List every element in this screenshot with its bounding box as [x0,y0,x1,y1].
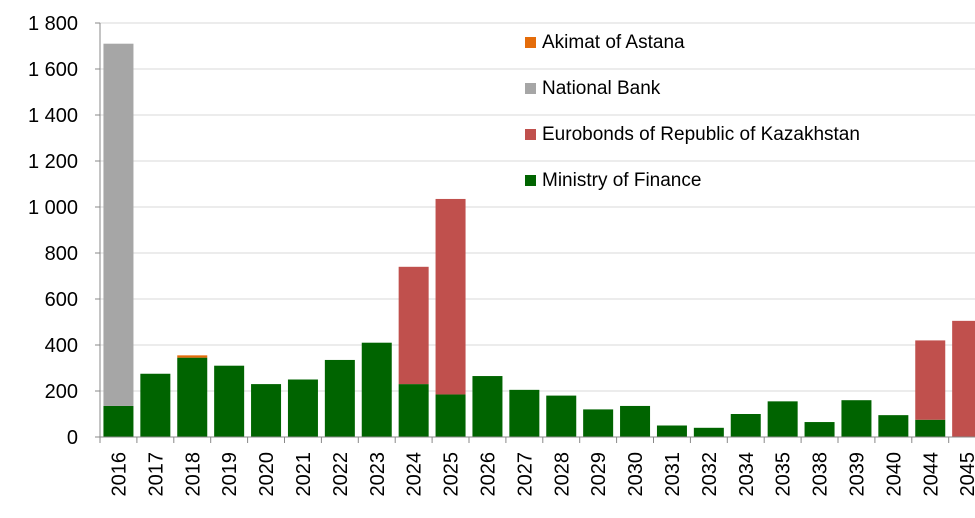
bar-ministry-of-finance-2019 [214,365,245,437]
bar-ministry-of-finance-2040 [878,415,909,437]
x-tick-label: 2021 [293,452,315,497]
x-tick-label: 2040 [883,452,905,497]
x-tick-label: 2034 [736,452,758,497]
legend-label-akimat-of-astana: Akimat of Astana [542,32,685,53]
bar-ministry-of-finance-2044 [915,419,946,437]
bar-ministry-of-finance-2027 [509,389,540,437]
y-tick-label: 400 [45,335,78,357]
x-tick-label: 2024 [404,452,426,497]
x-tick-label: 2027 [514,452,536,497]
bar-ministry-of-finance-2026 [472,376,503,437]
bar-ministry-of-finance-2021 [287,379,318,437]
bar-ministry-of-finance-2029 [583,409,614,437]
bar-eurobonds-of-republic-of-kazakhstan-2044 [915,340,946,420]
legend: Akimat of Astana National Bank Eurobonds o… [525,32,860,191]
x-tick-label: 2039 [846,452,868,497]
y-tick-label: 1 200 [28,151,78,173]
x-tick-label: 2038 [810,452,832,497]
y-tick-label: 800 [45,243,78,265]
bar-ministry-of-finance-2032 [693,427,724,437]
y-tick-label: 600 [45,289,78,311]
grid [100,22,975,392]
legend-label-national-bank: National Bank [542,78,661,99]
legend-swatch-ministry-of-finance [525,175,536,186]
bar-ministry-of-finance-2020 [251,384,282,437]
x-tick-label: 2045 [957,452,975,497]
x-tick-label: 2018 [182,452,204,497]
bar-ministry-of-finance-2039 [841,400,872,437]
bar-ministry-of-finance-2018 [177,357,208,437]
x-tick-label: 2031 [662,452,684,497]
axes [95,22,975,443]
y-tick-labels: 0 200 400 600 800 1 000 1 200 1 400 1 600 1 800 [28,13,78,449]
x-tick-label: 2044 [920,452,942,497]
y-tick-label: 0 [67,427,78,449]
bar-ministry-of-finance-2023 [361,342,392,437]
y-tick-label: 1 400 [28,105,78,127]
x-tick-label: 2022 [330,452,352,497]
bar-ministry-of-finance-2025 [435,394,466,437]
x-tick-label: 2026 [477,452,499,497]
bar-ministry-of-finance-2038 [804,422,835,437]
bar-ministry-of-finance-2022 [324,359,355,437]
y-tick-label: 1 600 [28,59,78,81]
bar-eurobonds-of-republic-of-kazakhstan-2025 [435,198,466,395]
x-tick-label: 2019 [219,452,241,497]
x-tick-label: 2020 [256,452,278,497]
bar-ministry-of-finance-2034 [730,414,761,437]
y-tick-label: 200 [45,381,78,403]
bar-ministry-of-finance-2016 [103,405,134,437]
bar-ministry-of-finance-2031 [656,425,687,437]
x-tick-label: 2016 [108,452,130,497]
legend-label-eurobonds-of-republic-of-kazakhstan: Eurobonds of Republic of Kazakhstan [542,124,860,145]
bar-akimat-of-astana-2018 [177,355,208,358]
x-tick-labels: 2016 2017 2018 2019 2020 2021 2022 2023 2024 2025… [108,452,975,497]
bar-ministry-of-finance-2017 [140,373,171,437]
legend-swatch-akimat-of-astana [525,37,536,48]
y-tick-label: 1 800 [28,13,78,35]
legend-swatch-eurobonds-of-republic-of-kazakhstan [525,129,536,140]
x-tick-label: 2028 [551,452,573,497]
bars [103,43,975,437]
y-tick-label: 1 000 [28,197,78,219]
x-tick-label: 2017 [145,452,167,497]
bar-ministry-of-finance-2028 [546,395,577,437]
bar-ministry-of-finance-2024 [398,384,429,437]
bar-eurobonds-of-republic-of-kazakhstan-2024 [398,266,429,385]
x-tick-label: 2025 [441,452,463,497]
x-tick-label: 2032 [699,452,721,497]
bar-eurobonds-of-republic-of-kazakhstan-2045 [952,320,975,437]
bar-ministry-of-finance-2030 [620,405,651,437]
x-tick-label: 2035 [773,452,795,497]
bar-ministry-of-finance-2035 [767,401,798,437]
bar-national-bank-2016 [103,43,134,406]
legend-label-ministry-of-finance: Ministry of Finance [542,170,701,191]
x-tick-label: 2029 [588,452,610,497]
x-tick-label: 2023 [367,452,389,497]
legend-swatch-national-bank [525,83,536,94]
x-tick-label: 2030 [625,452,647,497]
